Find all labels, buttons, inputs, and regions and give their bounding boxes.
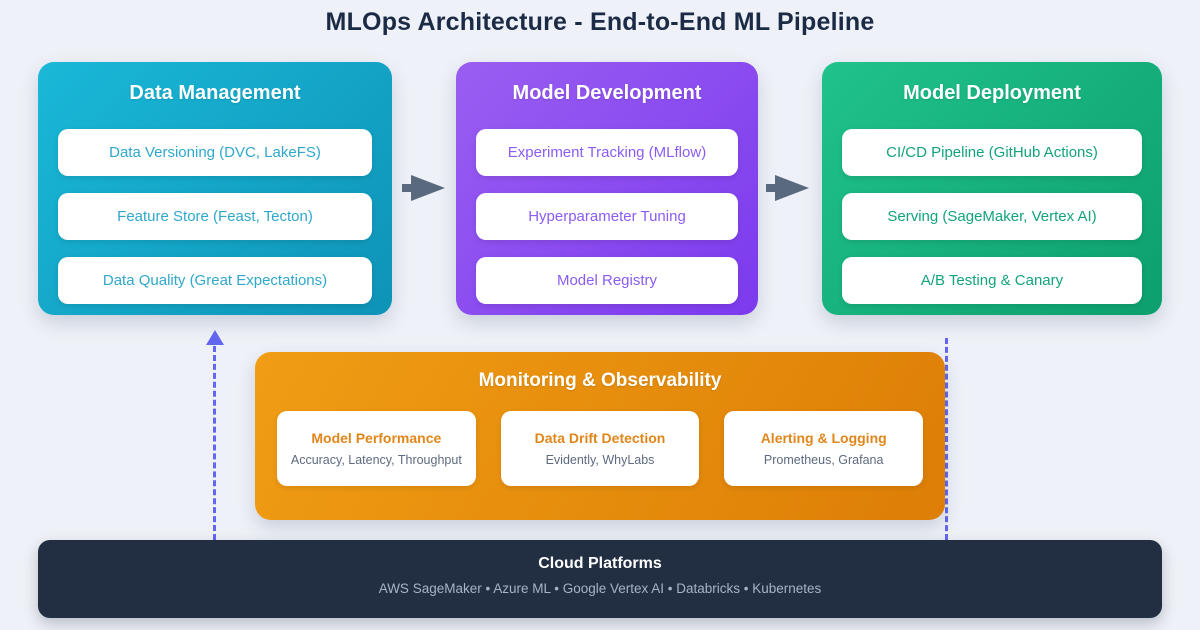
cloud-platforms-list: AWS SageMaker • Azure ML • Google Vertex… [378, 581, 822, 596]
pipeline-item-ab-testing: A/B Testing & Canary [842, 257, 1142, 304]
sub-card-data-drift-detection: Data Drift Detection Evidently, WhyLabs [500, 411, 700, 486]
sub-card-subtitle: Evidently, WhyLabs [545, 453, 655, 467]
pipeline-item-experiment-tracking: Experiment Tracking (MLflow) [476, 129, 738, 176]
pipeline-item-data-versioning: Data Versioning (DVC, LakeFS) [58, 129, 372, 176]
right-arrow-icon [766, 175, 809, 201]
pipeline-item-serving: Serving (SageMaker, Vertex AI) [842, 193, 1142, 240]
cloud-platforms-title: Cloud Platforms [538, 555, 662, 572]
dashed-feedback-line-right [945, 338, 948, 540]
sub-card-subtitle: Prometheus, Grafana [763, 453, 884, 467]
dashed-feedback-line-left [213, 346, 216, 540]
card-model-development-title: Model Development [512, 82, 702, 104]
card-monitoring-observability: Monitoring & Observability Model Perform… [255, 352, 945, 520]
pipeline-item-feature-store: Feature Store (Feast, Tecton) [58, 193, 372, 240]
sub-card-title: Model Performance [311, 430, 442, 446]
card-monitoring-title: Monitoring & Observability [478, 370, 722, 391]
sub-card-title: Alerting & Logging [760, 430, 887, 446]
monitoring-sub-card-row: Model Performance Accuracy, Latency, Thr… [277, 411, 924, 486]
sub-card-alerting-logging: Alerting & Logging Prometheus, Grafana [724, 411, 924, 486]
page-title: MLOps Architecture - End-to-End ML Pipel… [325, 8, 875, 36]
pipeline-item-model-registry: Model Registry [476, 257, 738, 304]
card-data-management-title: Data Management [129, 82, 301, 104]
pipeline-item-cicd-pipeline: CI/CD Pipeline (GitHub Actions) [842, 129, 1142, 176]
card-model-deployment-title: Model Deployment [903, 82, 1081, 104]
cloud-platforms-bar: Cloud Platforms AWS SageMaker • Azure ML… [38, 540, 1162, 618]
card-model-development: Model Development Experiment Tracking (M… [456, 62, 758, 315]
card-data-management: Data Management Data Versioning (DVC, La… [38, 62, 392, 315]
pipeline-item-hyperparameter-tuning: Hyperparameter Tuning [476, 193, 738, 240]
card-model-deployment: Model Deployment CI/CD Pipeline (GitHub … [822, 62, 1162, 315]
right-arrow-icon [402, 175, 445, 201]
pipeline-item-data-quality: Data Quality (Great Expectations) [58, 257, 372, 304]
dashed-up-arrowhead-icon [206, 330, 224, 345]
sub-card-title: Data Drift Detection [534, 430, 666, 446]
sub-card-subtitle: Accuracy, Latency, Throughput [290, 453, 462, 467]
sub-card-model-performance: Model Performance Accuracy, Latency, Thr… [277, 411, 476, 486]
